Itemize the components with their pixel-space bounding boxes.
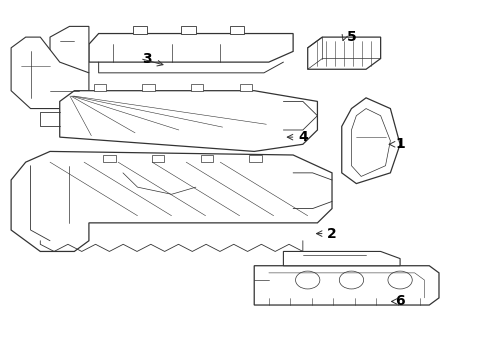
Polygon shape <box>239 84 251 91</box>
Text: 2: 2 <box>326 226 336 240</box>
Polygon shape <box>103 155 116 162</box>
Polygon shape <box>11 152 331 251</box>
Polygon shape <box>341 98 399 184</box>
Polygon shape <box>351 109 389 176</box>
Polygon shape <box>89 33 292 62</box>
Polygon shape <box>249 155 261 162</box>
Polygon shape <box>142 84 154 91</box>
Polygon shape <box>94 84 106 91</box>
Text: 1: 1 <box>394 137 404 151</box>
Text: 4: 4 <box>297 130 307 144</box>
Polygon shape <box>201 155 212 162</box>
Polygon shape <box>283 251 399 266</box>
Polygon shape <box>11 37 89 109</box>
Polygon shape <box>152 155 164 162</box>
Text: 6: 6 <box>394 294 404 309</box>
Polygon shape <box>181 26 196 33</box>
Polygon shape <box>191 84 203 91</box>
Text: 3: 3 <box>142 51 152 66</box>
Text: 5: 5 <box>346 30 356 44</box>
Polygon shape <box>307 37 380 69</box>
Polygon shape <box>60 91 317 152</box>
Polygon shape <box>50 26 89 73</box>
Polygon shape <box>229 26 244 33</box>
Polygon shape <box>254 266 438 305</box>
Polygon shape <box>132 26 147 33</box>
